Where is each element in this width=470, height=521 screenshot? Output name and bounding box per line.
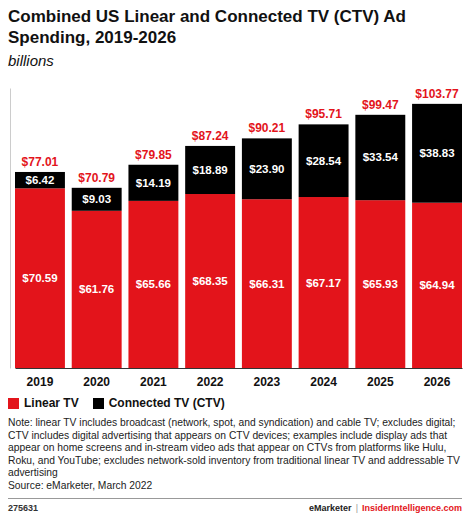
total-label: $77.01 (22, 155, 59, 169)
x-tick: 2019 (27, 375, 54, 389)
y-axis-line (10, 89, 11, 369)
bar (242, 199, 292, 368)
legend-label: Connected TV (CTV) (109, 396, 225, 410)
bars (15, 104, 462, 368)
data-label: $28.54 (306, 155, 342, 167)
bar (15, 188, 65, 368)
total-labels: $77.01 $70.79 $79.85 $87.24 $90.21 $95.71 $99.… (22, 87, 459, 185)
data-label: $18.89 (193, 164, 228, 176)
total-label: $79.85 (135, 148, 172, 162)
bar (128, 201, 178, 368)
data-label: $64.94 (419, 279, 455, 291)
bar (242, 138, 292, 199)
data-label: $9.03 (82, 193, 111, 205)
legend: Linear TV Connected TV (CTV) (8, 396, 239, 410)
data-label: $67.17 (306, 277, 341, 289)
x-tick-label: 2022 (197, 375, 224, 389)
x-tick-label: 2023 (254, 375, 281, 389)
data-label: $68.35 (193, 275, 229, 287)
legend-swatch (8, 398, 19, 409)
x-tick: 2024 (310, 375, 337, 389)
data-label: $61.76 (79, 283, 114, 295)
data-label: $70.59 (22, 272, 57, 284)
bar (72, 188, 122, 211)
title: Combined US Linear and Connected TV (CTV… (8, 6, 466, 48)
data-label: $65.66 (136, 278, 171, 290)
divider (8, 498, 462, 499)
bar (72, 211, 122, 368)
footer-text: eMarketer (309, 503, 352, 513)
subtitle: billions (8, 52, 54, 69)
x-tick-label: 2026 (424, 375, 451, 389)
note: Note: linear TV includes broadcast (netw… (8, 417, 466, 480)
total-label: $87.24 (192, 129, 229, 143)
x-tick: 2023 (254, 375, 281, 389)
bar (412, 104, 462, 203)
bar (128, 165, 178, 201)
footer-brand: eMarketer | InsiderIntelligence.com (309, 503, 462, 513)
bar (355, 115, 405, 200)
x-tick-label: 2021 (140, 375, 167, 389)
bar (15, 172, 65, 188)
data-label: $66.31 (249, 278, 285, 290)
bar (412, 203, 462, 368)
chart-id: 275631 (8, 503, 38, 513)
data-label: $65.93 (363, 278, 398, 290)
footer-text: | (356, 503, 358, 513)
bar (299, 124, 349, 197)
bar (355, 200, 405, 368)
x-tick-label: 2020 (83, 375, 110, 389)
data-labels: $70.59 $61.76 $65.66 $68.35 $66.31 $67.17 $65.… (22, 147, 455, 295)
total-label: $99.47 (362, 98, 399, 112)
bar (185, 146, 235, 194)
series-1 (15, 104, 462, 211)
data-label: $14.19 (136, 177, 171, 189)
total-label: $95.71 (305, 107, 342, 121)
series-0 (15, 188, 462, 368)
bar (299, 197, 349, 368)
total-label: $103.77 (415, 87, 459, 101)
legend-item: Linear TV (8, 396, 79, 410)
notes: Note: linear TV includes broadcast (netw… (8, 417, 466, 493)
legend-swatch (93, 398, 104, 409)
legend-label: Linear TV (24, 396, 79, 410)
x-tick: 2022 (197, 375, 224, 389)
source: Source: eMarketer, March 2022 (8, 480, 466, 493)
y-axis (10, 89, 11, 369)
x-tick: 2021 (140, 375, 167, 389)
x-tick: 2026 (424, 375, 451, 389)
bar (185, 194, 235, 368)
x-tick: 2020 (83, 375, 110, 389)
data-label: $23.90 (249, 163, 284, 175)
total-label: $90.21 (249, 121, 286, 135)
legend-item: Connected TV (CTV) (93, 396, 225, 410)
footer-text: InsiderIntelligence.com (362, 503, 462, 513)
x-tick: 2025 (367, 375, 394, 389)
x-axis-line (16, 368, 463, 369)
data-label: $6.42 (26, 174, 55, 186)
x-tick-label: 2019 (27, 375, 54, 389)
x-tick-label: 2024 (310, 375, 337, 389)
data-label: $38.83 (419, 147, 454, 159)
x-axis: 2019 2020 2021 2022 2023 2024 2025 2026 (16, 369, 463, 389)
x-tick-label: 2025 (367, 375, 394, 389)
total-label: $70.79 (78, 171, 115, 185)
data-label: $33.54 (363, 151, 399, 163)
